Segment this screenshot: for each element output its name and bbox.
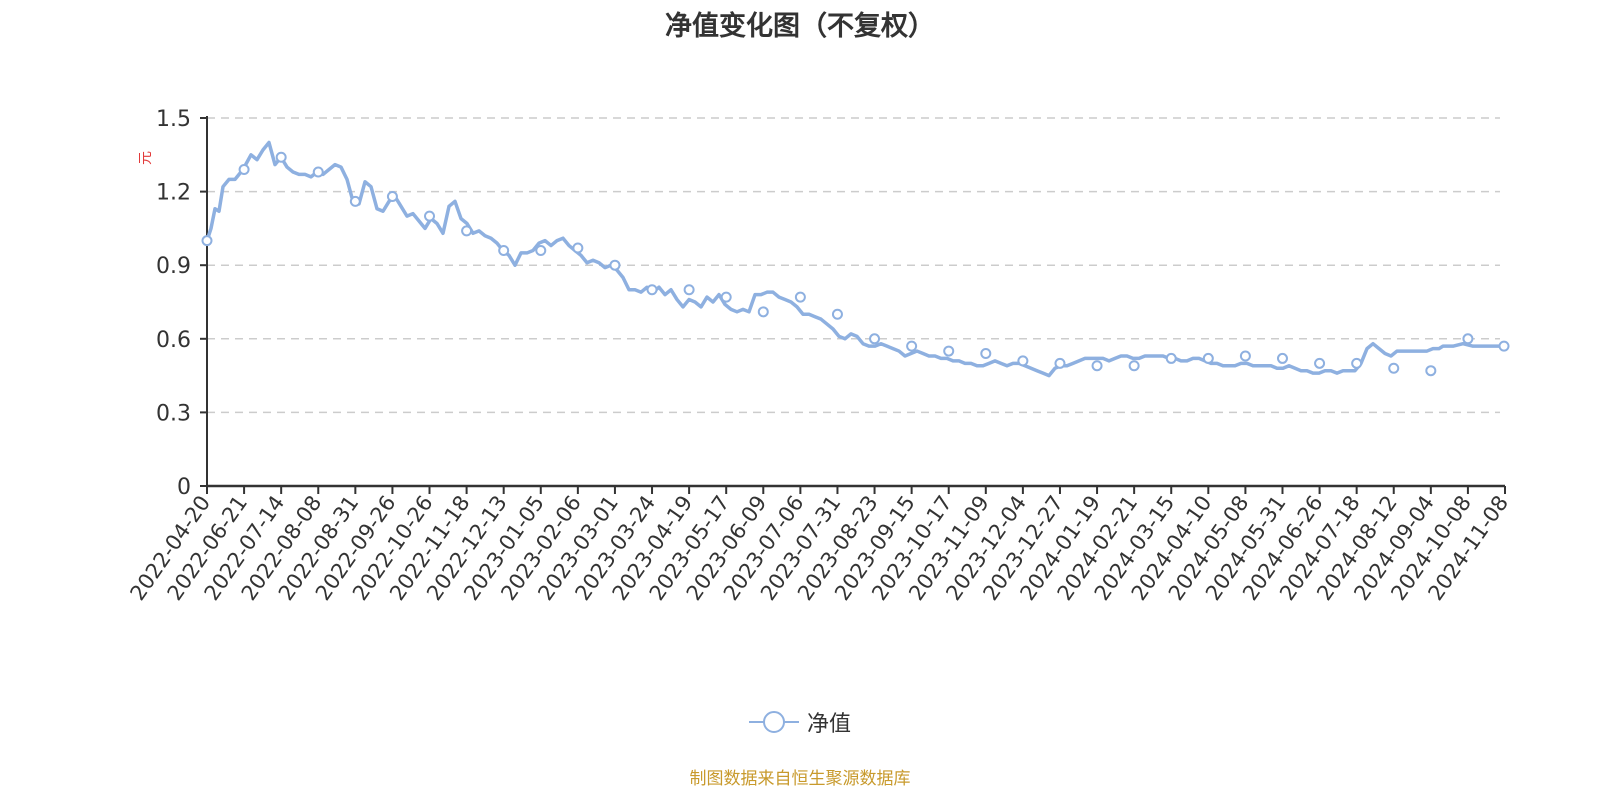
y-axis: 0 0.3 0.6 0.9 1.2 1.5 [156,107,208,500]
data-point-marker[interactable] [1128,360,1140,372]
data-point-marker[interactable] [720,291,732,303]
data-point-marker[interactable] [1425,365,1437,377]
data-point-marker[interactable] [646,284,658,296]
data-point-marker[interactable] [794,291,806,303]
data-point-marker[interactable] [535,244,547,256]
data-source-note: 制图数据来自恒生聚源数据库 [689,769,911,789]
data-point-marker[interactable] [609,259,621,271]
data-point-marker[interactable] [1462,333,1474,345]
grid-lines [207,117,1500,414]
data-point-marker[interactable] [386,191,398,203]
series-line-nav [205,140,1505,378]
x-axis: 2022-04-202022-06-212022-07-142022-08-08… [125,484,1513,605]
chart-title: 净值变化图（不复权） [665,11,935,42]
data-point-marker[interactable] [683,284,695,296]
data-point-marker[interactable] [1091,360,1103,372]
data-point-marker[interactable] [1351,357,1363,369]
y-axis-unit: 元 [138,151,154,165]
data-point-marker[interactable] [238,164,250,176]
legend[interactable]: 净值 [0,706,1600,738]
y-tick-label: 0.9 [156,254,191,279]
data-point-marker[interactable] [757,306,769,318]
data-point-marker[interactable] [1054,357,1066,369]
data-point-marker[interactable] [312,166,324,178]
data-point-marker[interactable] [1498,340,1510,352]
y-tick-label: 0.6 [156,328,191,353]
data-point-marker[interactable] [1239,350,1251,362]
data-point-marker[interactable] [1165,352,1177,364]
legend-line-circle-icon [748,711,799,733]
data-point-marker[interactable] [906,340,918,352]
data-point-marker[interactable] [498,244,510,256]
data-point-marker[interactable] [1314,357,1326,369]
y-tick-label: 0.3 [156,401,191,426]
data-point-marker[interactable] [349,195,361,207]
data-point-marker[interactable] [980,348,992,360]
data-point-marker[interactable] [1017,355,1029,367]
data-point-marker[interactable] [943,345,955,357]
data-point-marker[interactable] [275,151,287,163]
y-tick-label: 0 [177,475,191,500]
data-point-marker[interactable] [831,308,843,320]
data-point-marker[interactable] [572,242,584,254]
data-point-marker[interactable] [424,210,436,222]
data-point-marker[interactable] [869,333,881,345]
data-point-marker[interactable] [1276,352,1288,364]
data-point-marker[interactable] [461,225,473,237]
y-tick-label: 1.5 [156,107,191,132]
y-tick-label: 1.2 [156,181,191,206]
data-point-marker[interactable] [201,235,213,247]
legend-label: 净值 [806,712,851,737]
data-point-marker[interactable] [1202,352,1214,364]
series-markers [201,151,1510,377]
data-point-marker[interactable] [1388,362,1400,374]
